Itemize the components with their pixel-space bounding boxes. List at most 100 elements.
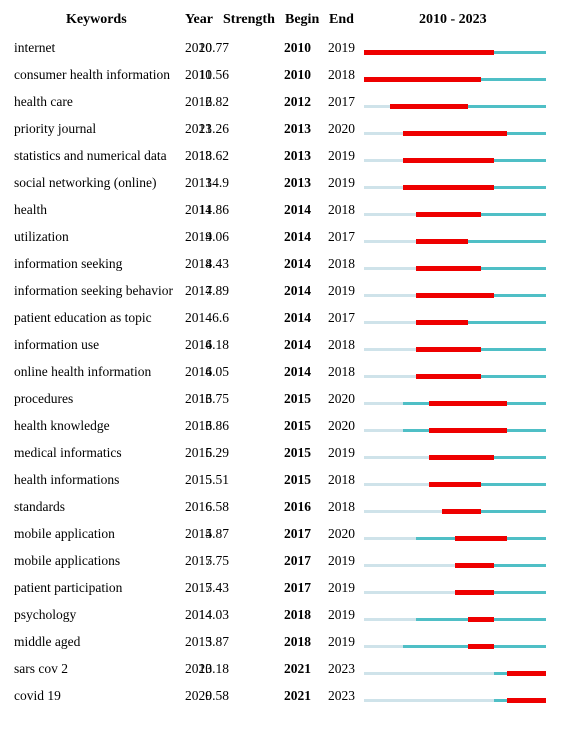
begin-cell: 2014 <box>284 310 311 325</box>
year-cell: 2013 <box>185 634 212 649</box>
table-row: patient participation 2017 5.43 2017 2019 <box>0 581 575 608</box>
begin-cell: 2021 <box>284 661 311 676</box>
end-cell: 2019 <box>328 175 355 190</box>
end-cell: 2018 <box>328 256 355 271</box>
year-cell: 2015 <box>185 472 212 487</box>
strength-cell: 6.6 <box>212 310 229 325</box>
end-cell: 2019 <box>328 445 355 460</box>
end-cell: 2018 <box>328 67 355 82</box>
header-begin: Begin <box>285 12 320 27</box>
year-cell: 2015 <box>185 445 212 460</box>
strength-cell: 8.43 <box>205 256 229 271</box>
year-cell: 2013 <box>185 121 212 136</box>
end-cell: 2019 <box>328 553 355 568</box>
table-row: middle aged 2013 5.87 2018 2019 <box>0 635 575 662</box>
table-row: social networking (online) 2013 14.9 2013 20… <box>0 176 575 203</box>
strength-cell: 16.75 <box>198 391 229 406</box>
strength-cell: 5.51 <box>205 472 229 487</box>
end-cell: 2018 <box>328 202 355 217</box>
year-cell: 2017 <box>185 580 212 595</box>
year-cell: 2013 <box>185 148 212 163</box>
keyword-cell: mobile applications <box>14 553 121 568</box>
year-cell: 2014 <box>185 229 212 244</box>
year-cell: 2017 <box>185 553 212 568</box>
table-row: internet 2010 20.77 2010 2019 <box>0 41 575 68</box>
year-cell: 2014 <box>185 310 212 325</box>
strength-cell: 5.87 <box>205 634 229 649</box>
table-row: standards 2016 6.58 2016 2018 <box>0 500 575 527</box>
strength-cell: 11.86 <box>199 202 229 217</box>
table-row: medical informatics 2015 6.29 2015 2019 <box>0 446 575 473</box>
year-cell: 2010 <box>185 67 212 82</box>
begin-cell: 2015 <box>284 472 311 487</box>
table-row: mobile applications 2017 5.75 2017 2019 <box>0 554 575 581</box>
keyword-cell: health care <box>14 94 73 109</box>
table-row: consumer health information 2010 11.56 2010… <box>0 68 575 95</box>
begin-cell: 2018 <box>284 607 311 622</box>
keyword-cell: social networking (online) <box>14 175 157 190</box>
year-cell: 2014 <box>185 337 212 352</box>
keyword-cell: patient education as topic <box>14 310 152 325</box>
begin-cell: 2017 <box>284 553 311 568</box>
begin-cell: 2021 <box>284 688 311 703</box>
year-cell: 2013 <box>185 418 212 433</box>
end-cell: 2020 <box>328 418 355 433</box>
table-row: health 2014 11.86 2014 2018 <box>0 203 575 230</box>
begin-cell: 2015 <box>284 445 311 460</box>
begin-cell: 2014 <box>284 229 311 244</box>
year-cell: 2013 <box>185 391 212 406</box>
end-cell: 2023 <box>328 661 355 676</box>
begin-cell: 2014 <box>284 337 311 352</box>
begin-cell: 2012 <box>284 94 311 109</box>
year-cell: 2016 <box>185 499 212 514</box>
end-cell: 2018 <box>328 337 355 352</box>
end-cell: 2018 <box>328 472 355 487</box>
strength-cell: 6.05 <box>205 364 229 379</box>
table-row: utilization 2014 9.06 2014 2017 <box>0 230 575 257</box>
end-cell: 2017 <box>328 94 355 109</box>
begin-cell: 2017 <box>284 526 311 541</box>
table-row: priority journal 2013 21.26 2013 2020 <box>0 122 575 149</box>
year-cell: 2014 <box>185 202 212 217</box>
strength-cell: 6.29 <box>205 445 229 460</box>
header-range: 2010 - 2023 <box>419 12 487 27</box>
year-cell: 2014 <box>185 607 212 622</box>
keyword-cell: online health information <box>14 364 152 379</box>
table-row: online health information 2014 6.05 2014 201… <box>0 365 575 392</box>
strength-cell: 5.87 <box>205 526 229 541</box>
table-row: statistics and numerical data 2013 18.62 20… <box>0 149 575 176</box>
year-cell: 2010 <box>185 40 212 55</box>
year-cell: 2012 <box>185 94 212 109</box>
begin-cell: 2015 <box>284 418 311 433</box>
table-row: information seeking 2014 8.43 2014 2018 <box>0 257 575 284</box>
strength-cell: 9.06 <box>205 229 229 244</box>
keyword-cell: patient participation <box>14 580 123 595</box>
end-cell: 2017 <box>328 229 355 244</box>
keyword-cell: utilization <box>14 229 69 244</box>
begin-cell: 2014 <box>284 202 311 217</box>
begin-cell: 2014 <box>284 364 311 379</box>
strength-cell: 5.43 <box>205 580 229 595</box>
strength-cell: 6.58 <box>205 499 229 514</box>
end-cell: 2019 <box>328 283 355 298</box>
table-row: health knowledge 2013 6.86 2015 2020 <box>0 419 575 446</box>
end-cell: 2017 <box>328 310 355 325</box>
table-row: patient education as topic 2014 6.6 2014 201… <box>0 311 575 338</box>
strength-cell: 7.89 <box>205 283 229 298</box>
table-row: psychology 2014 14.03 2018 2019 <box>0 608 575 635</box>
keyword-cell: mobile application <box>14 526 115 541</box>
strength-cell: 9.58 <box>205 688 229 703</box>
keyword-cell: consumer health information <box>14 67 170 82</box>
year-cell: 2014 <box>185 364 212 379</box>
keyword-cell: internet <box>14 40 56 55</box>
keyword-cell: health knowledge <box>14 418 110 433</box>
strength-cell: 21.26 <box>198 121 229 136</box>
begin-cell: 2010 <box>284 67 311 82</box>
begin-cell: 2013 <box>284 148 311 163</box>
keyword-cell: psychology <box>14 607 77 622</box>
end-cell: 2019 <box>328 148 355 163</box>
end-cell: 2018 <box>328 499 355 514</box>
year-cell: 2014 <box>185 283 212 298</box>
strength-cell: 14.9 <box>205 175 229 190</box>
